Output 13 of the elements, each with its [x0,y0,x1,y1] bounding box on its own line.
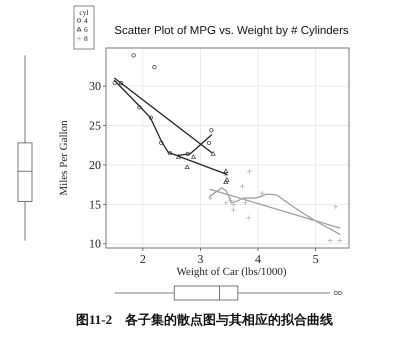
x-tick-label: 5 [312,252,319,266]
y-tick-label: 15 [89,197,101,212]
caption: 图11-2 各子集的散点图与其相应的拟合曲线 [76,312,334,327]
y-tick-label: 10 [89,236,101,251]
x-tick-label: 2 [140,252,146,266]
y-tick-label: 25 [89,118,101,133]
x-tick-label: 4 [255,252,262,266]
chart-title: Scatter Plot of MPG vs. Weight by # Cylinders [114,25,349,37]
y-tick-label: 20 [89,158,101,172]
y-axis-title: Miles Per Gallon [58,120,70,196]
x-tick-label: 3 [197,252,204,266]
y-tick-label: 30 [89,79,101,94]
x-axis-title: Weight of Car (lbs/1000) [176,266,287,278]
